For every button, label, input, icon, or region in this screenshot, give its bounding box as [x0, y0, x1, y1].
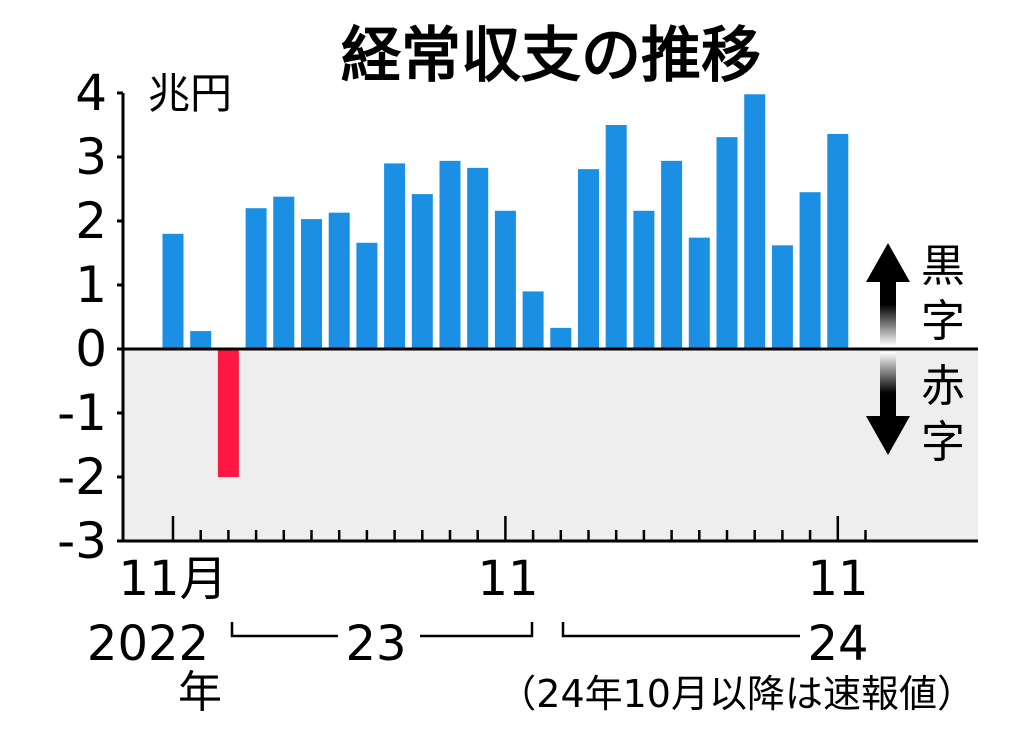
x-tick-label-2024-11: 11	[807, 551, 868, 607]
x-tick-label-2023-11: 11	[477, 551, 538, 607]
bar-2024-06	[688, 237, 710, 349]
y-tick-label: 1	[75, 256, 107, 314]
bar-2023-05	[328, 212, 350, 349]
bar-2023-11	[494, 210, 516, 349]
legend-deficit-char-2: 字	[921, 417, 965, 468]
bar-2024-09	[771, 245, 793, 349]
deficit-arrow-icon	[866, 352, 910, 455]
y-tick-label: -3	[57, 512, 107, 570]
year-label-2022: 2022	[87, 616, 209, 672]
y-tick-label: -1	[57, 384, 107, 442]
bar-2024-03	[605, 125, 627, 349]
bar-2024-10	[799, 192, 821, 349]
bar-2023-09	[439, 160, 461, 349]
year-bracket-2023	[230, 622, 534, 638]
legend-surplus-char-1: 黒	[921, 241, 965, 292]
bar-2022-12	[190, 331, 212, 349]
bar-2023-06	[356, 242, 378, 349]
x-tick-label-2022-11: 11月	[118, 551, 227, 607]
year-label-suffix: 年	[178, 667, 222, 718]
deficit-region	[123, 349, 978, 541]
y-tick-label: 3	[75, 128, 107, 186]
bar-2023-02	[245, 208, 267, 349]
bar-2024-07	[716, 137, 738, 349]
bar-2023-03	[273, 196, 295, 349]
bar-2023-07	[384, 163, 406, 349]
bar-2024-01	[550, 327, 572, 349]
surplus-arrow-icon	[866, 243, 910, 346]
year-label-2023: 23	[345, 616, 406, 672]
legend-deficit-char-1: 赤	[921, 361, 965, 412]
legend-surplus-char-2: 字	[921, 296, 965, 347]
bar-2024-11	[827, 133, 849, 349]
bar-2023-01	[217, 349, 239, 477]
bar-2024-08	[744, 94, 766, 349]
bar-2023-10	[467, 167, 489, 349]
year-label-2024: 24	[807, 616, 868, 672]
y-tick-label: 4	[75, 64, 107, 122]
y-tick-label: 2	[75, 192, 107, 250]
bars	[162, 94, 849, 477]
y-tick-label: 0	[75, 320, 107, 378]
bar-2023-04	[301, 219, 322, 349]
preliminary-note: （24年10月以降は速報値）	[498, 672, 975, 716]
y-axis-unit: 兆円	[148, 69, 232, 118]
bar-2024-02	[578, 169, 599, 349]
bar-2022-11	[162, 233, 184, 349]
x-axis-ticks	[171, 516, 867, 541]
bar-2024-05	[661, 160, 683, 349]
bar-2023-12	[522, 291, 544, 349]
year-bracket-2024	[561, 622, 800, 638]
y-axis-ticks: 4 3 2 1 0 -1 -2 -3	[57, 64, 123, 570]
chart-title: 経常収支の推移	[341, 21, 761, 91]
bar-2024-04	[633, 210, 655, 349]
bar-2023-08	[411, 194, 433, 349]
y-tick-label: -2	[57, 448, 107, 506]
